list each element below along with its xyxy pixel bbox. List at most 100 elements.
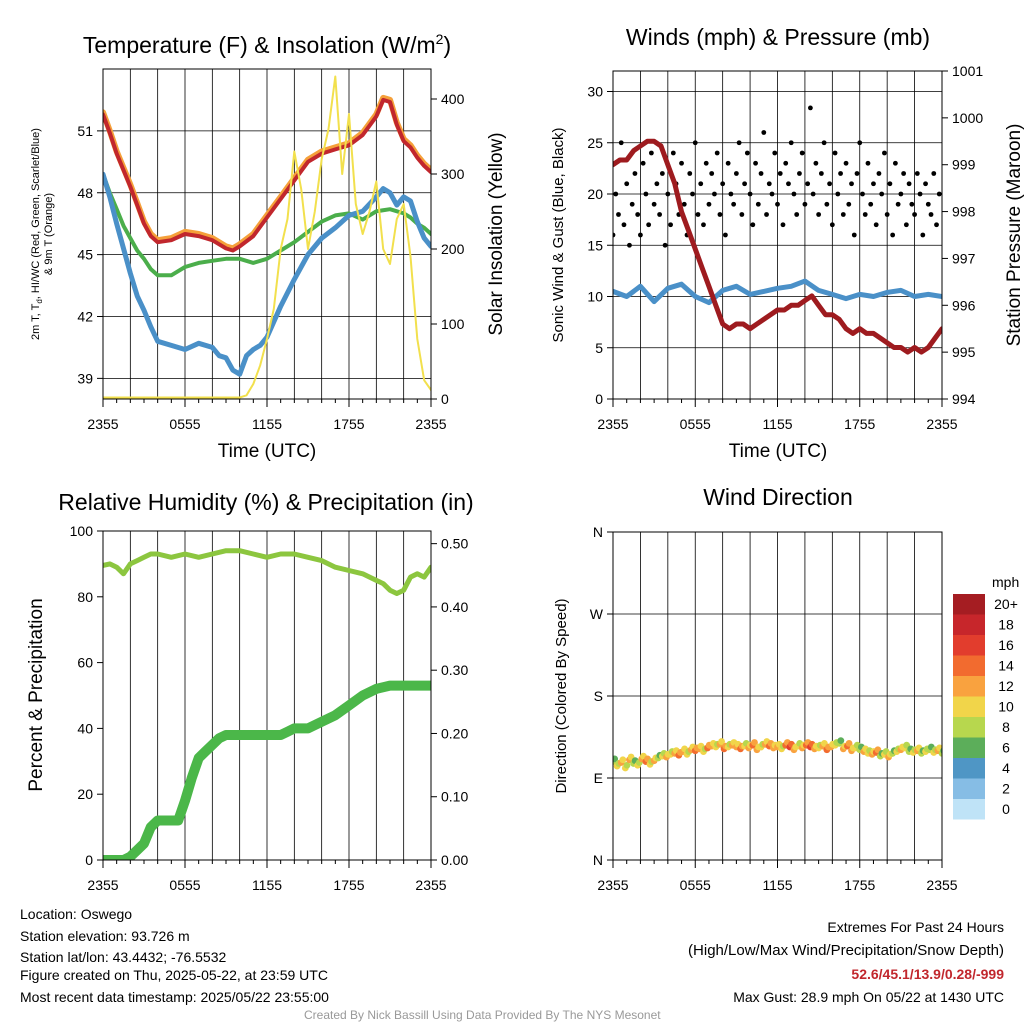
gust-point xyxy=(753,160,758,166)
legend-label: 14 xyxy=(998,658,1014,674)
winds-y2label: Station Pressure (Maroon) xyxy=(1004,124,1024,347)
y-tick-label: N xyxy=(593,524,603,540)
x-tick-label: 1155 xyxy=(762,877,792,893)
legend-swatch xyxy=(953,696,985,717)
gust-point xyxy=(701,222,706,228)
direction-point xyxy=(718,738,725,745)
y2-tick-label: 1001 xyxy=(952,63,983,79)
y2-tick-label: 1000 xyxy=(952,110,983,126)
gust-point xyxy=(868,201,874,207)
extremes-subtitle: (High/Low/Max Wind/Precipitation/Snow De… xyxy=(688,942,1004,959)
y2-tick-label: 994 xyxy=(952,391,976,407)
legend-swatch xyxy=(953,758,985,779)
y-tick-label: 20 xyxy=(587,186,603,202)
temperature-panel: Temperature (F) & Insolation (W/m2) 2355… xyxy=(30,31,507,462)
gust-point xyxy=(786,181,791,187)
gust-point xyxy=(618,140,624,146)
wind-direction-grid xyxy=(613,531,942,861)
gust-point xyxy=(810,191,816,197)
gust-point xyxy=(851,232,857,238)
legend-title: mph xyxy=(992,574,1019,590)
y2-tick-label: 400 xyxy=(441,91,465,107)
x-tick-label: 2355 xyxy=(87,877,118,893)
gust-point xyxy=(860,191,865,197)
y2-tick-label: 0.20 xyxy=(441,725,468,741)
gust-point xyxy=(662,242,668,248)
gust-point xyxy=(912,212,917,217)
gust-point xyxy=(712,191,717,197)
credit-line: Created By Nick Bassill Using Data Provi… xyxy=(304,1008,661,1022)
direction-point xyxy=(751,739,758,746)
x-tick-label: 2355 xyxy=(415,416,446,432)
winds-xlabel: Time (UTC) xyxy=(729,441,828,462)
gust-point xyxy=(681,201,687,207)
gust-point xyxy=(879,191,885,197)
gust-point xyxy=(670,150,676,156)
precipitation-line xyxy=(103,680,431,860)
legend-label: 20+ xyxy=(994,596,1018,612)
y-tick-label: 45 xyxy=(77,247,93,263)
legend-swatch xyxy=(953,676,985,697)
gust-point xyxy=(750,222,756,228)
gust-point xyxy=(679,160,684,166)
y2-tick-label: 200 xyxy=(441,241,465,257)
legend-label: 16 xyxy=(998,637,1014,653)
dewpoint-line xyxy=(103,172,431,278)
gust-point xyxy=(854,171,860,176)
gust-point xyxy=(799,150,805,156)
y2-tick-label: 0.00 xyxy=(441,852,468,868)
gust-point xyxy=(646,222,652,228)
gust-point xyxy=(648,150,654,156)
gust-point xyxy=(777,171,783,176)
gust-point xyxy=(876,171,882,176)
humidity-ylabel: Percent & Precipitation xyxy=(26,598,47,791)
sonic-wind-line xyxy=(613,278,942,306)
gust-point xyxy=(758,171,764,176)
winds-panel: Winds (mph) & Pressure (mb) 2355 0555 1155… xyxy=(550,24,1024,462)
y2-tick-label: 0.30 xyxy=(441,662,468,678)
gust-point xyxy=(882,150,887,156)
humidity-title: Relative Humidity (%) & Precipitation (i… xyxy=(58,489,473,515)
x-tick-label: 1755 xyxy=(844,877,875,893)
gust-point xyxy=(887,181,893,187)
gust-point xyxy=(640,160,646,166)
gust-point xyxy=(794,212,800,217)
gust-point xyxy=(857,140,863,146)
gust-point xyxy=(917,191,923,197)
x-tick-label: 2355 xyxy=(926,877,957,893)
y-tick-label: 0 xyxy=(85,852,93,868)
gust-point xyxy=(613,191,619,197)
gust-point xyxy=(934,222,939,228)
y2-tick-label: 0.50 xyxy=(441,536,468,552)
gust-point xyxy=(692,140,698,146)
gust-point xyxy=(835,191,841,197)
gust-point xyxy=(895,201,901,207)
direction-point xyxy=(613,755,619,763)
gust-point xyxy=(783,160,789,166)
y-tick-label: 40 xyxy=(77,720,93,736)
y-tick-label: 42 xyxy=(77,309,93,325)
legend-swatch xyxy=(953,737,985,758)
gust-point xyxy=(654,181,660,187)
pressure-line xyxy=(613,138,942,355)
gust-point xyxy=(829,222,835,228)
gust-point xyxy=(931,171,937,176)
gust-point xyxy=(739,212,745,217)
y2-tick-label: 0 xyxy=(441,391,449,407)
legend-label: 8 xyxy=(1002,719,1010,735)
gust-point xyxy=(849,181,854,187)
direction-point xyxy=(623,761,631,769)
x-tick-label: 1155 xyxy=(252,877,282,893)
gust-point xyxy=(627,242,632,248)
winds-title: Winds (mph) & Pressure (mb) xyxy=(626,24,930,50)
legend-label: 2 xyxy=(1002,781,1010,797)
humidity-panel: Relative Humidity (%) & Precipitation (i… xyxy=(26,489,474,893)
gust-point xyxy=(731,201,737,207)
x-tick-label: 1155 xyxy=(252,416,282,432)
y-tick-label: S xyxy=(594,688,603,704)
winds-series xyxy=(613,105,942,355)
x-tick-label: 0555 xyxy=(169,416,200,432)
direction-point xyxy=(837,737,845,745)
legend-swatch xyxy=(953,778,985,799)
y-tick-label: 39 xyxy=(77,370,93,386)
